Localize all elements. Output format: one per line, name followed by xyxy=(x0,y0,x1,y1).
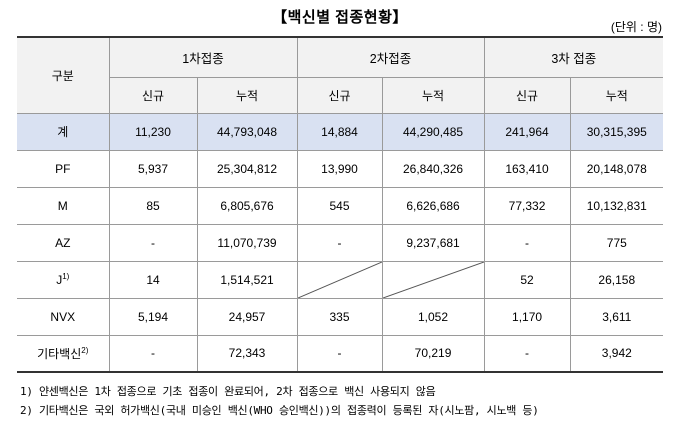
cell-value: 13,990 xyxy=(296,149,383,188)
footnote-marker: 1) xyxy=(62,271,70,281)
cell-value: 25,304,812 xyxy=(196,149,298,188)
footnote-1: 1) 얀센백신은 1차 접종으로 기초 접종이 완료되어, 2차 접종으로 백신… xyxy=(20,385,436,398)
table-row-other: 기타백신2) - 72,343 - 70,219 - 3,942 xyxy=(17,334,664,373)
cell-value: 775 xyxy=(569,223,664,262)
cell-value: 77,332 xyxy=(483,186,571,225)
footnote-2: 2) 기타백신은 국외 허가백신(국내 미승인 백신(WHO 승인백신))의 접… xyxy=(20,404,539,417)
cell-value: 545 xyxy=(296,186,383,225)
cell-value: 1,514,521 xyxy=(196,260,298,299)
dose-1-header: 1차접종 xyxy=(108,36,298,78)
sub-header-cumulative: 누적 xyxy=(381,76,485,114)
cell-value: 20,148,078 xyxy=(569,149,664,188)
table-row-nvx: NVX 5,194 24,957 335 1,052 1,170 3,611 xyxy=(17,297,664,336)
cell-value: 14 xyxy=(108,260,198,299)
cell-value: 72,343 xyxy=(196,334,298,373)
cell-value: 44,793,048 xyxy=(196,112,298,151)
cell-value: 44,290,485 xyxy=(381,112,485,151)
cell-value: 3,942 xyxy=(569,334,664,373)
cell-value: 11,230 xyxy=(108,112,198,151)
footnote-marker: 2) xyxy=(81,345,89,355)
cell-value: 241,964 xyxy=(483,112,571,151)
sub-header-new: 신규 xyxy=(108,76,198,114)
cell-value: 70,219 xyxy=(381,334,485,373)
cell-value: 24,957 xyxy=(196,297,298,336)
row-label: M xyxy=(17,186,110,225)
table-row-az: AZ - 11,070,739 - 9,237,681 - 775 xyxy=(17,223,664,262)
cell-value: - xyxy=(483,334,571,373)
table-row-total: 계 11,230 44,793,048 14,884 44,290,485 24… xyxy=(17,112,664,151)
table-row-m: M 85 6,805,676 545 6,626,686 77,332 10,1… xyxy=(17,186,664,225)
cell-value: 1,170 xyxy=(483,297,571,336)
table-row-pf: PF 5,937 25,304,812 13,990 26,840,326 16… xyxy=(17,149,664,188)
cell-value: 52 xyxy=(483,260,571,299)
cell-value: 335 xyxy=(296,297,383,336)
cell-value: 9,237,681 xyxy=(381,223,485,262)
cell-value: 6,805,676 xyxy=(196,186,298,225)
cell-value: - xyxy=(296,223,383,262)
dose-2-header: 2차접종 xyxy=(296,36,485,78)
cell-value: - xyxy=(483,223,571,262)
sub-header-cumulative: 누적 xyxy=(196,76,298,114)
category-header: 구분 xyxy=(17,36,110,114)
row-label: 기타백신2) xyxy=(17,334,110,373)
row-label-text: J xyxy=(56,272,63,287)
row-label: NVX xyxy=(17,297,110,336)
cell-value: 11,070,739 xyxy=(196,223,298,262)
cell-value: 10,132,831 xyxy=(569,186,664,225)
cell-value: 30,315,395 xyxy=(569,112,664,151)
sub-header-new: 신규 xyxy=(296,76,383,114)
row-label: AZ xyxy=(17,223,110,262)
cell-value: 5,194 xyxy=(108,297,198,336)
cell-value: 26,840,326 xyxy=(381,149,485,188)
vaccination-table: 구분 1차접종 2차접종 3차 접종 신규 누적 신규 누적 신규 누적 계 1… xyxy=(17,36,664,373)
dose-3-header: 3차 접종 xyxy=(483,36,664,78)
cell-value: 3,611 xyxy=(569,297,664,336)
row-label: J1) xyxy=(17,260,110,299)
cell-value: 5,937 xyxy=(108,149,198,188)
table-row-j: J1) 14 1,514,521 52 26,158 xyxy=(17,260,664,299)
diagonal-empty-cell xyxy=(381,260,485,299)
diagonal-empty-cell xyxy=(296,260,383,299)
diagonal-line xyxy=(383,262,484,298)
cell-value: 6,626,686 xyxy=(381,186,485,225)
diagonal-line xyxy=(298,262,382,298)
cell-value: 163,410 xyxy=(483,149,571,188)
footnotes: 1) 얀센백신은 1차 접종으로 기초 접종이 완료되어, 2차 접종으로 백신… xyxy=(20,382,539,420)
page-title: 【백신별 접종현황】 xyxy=(272,9,408,26)
cell-value: 14,884 xyxy=(296,112,383,151)
cell-value: 26,158 xyxy=(569,260,664,299)
cell-value: 1,052 xyxy=(381,297,485,336)
cell-value: - xyxy=(296,334,383,373)
cell-value: - xyxy=(108,223,198,262)
cell-value: - xyxy=(108,334,198,373)
row-label: PF xyxy=(17,149,110,188)
unit-label: (단위 : 명) xyxy=(610,20,662,34)
sub-header-new: 신규 xyxy=(483,76,571,114)
cell-value: 85 xyxy=(108,186,198,225)
sub-header-cumulative: 누적 xyxy=(569,76,664,114)
row-label: 계 xyxy=(17,112,110,151)
row-label-text: 기타백신 xyxy=(37,346,82,361)
